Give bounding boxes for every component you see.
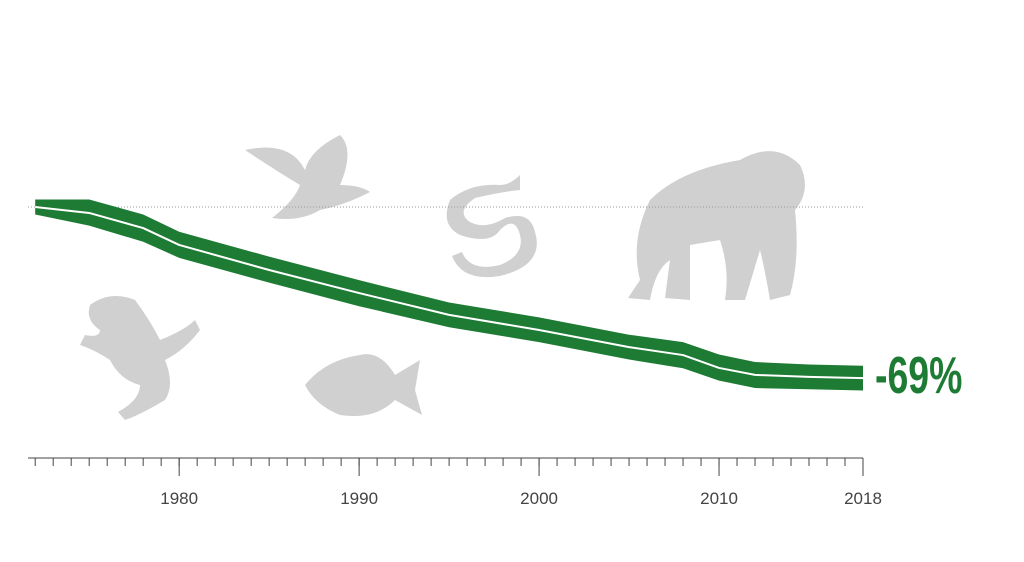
gorilla-icon: [628, 151, 805, 300]
index-line: [35, 206, 864, 380]
fish-icon: [305, 354, 422, 416]
change-annotation: -69%: [875, 346, 962, 405]
frog-icon: [80, 296, 200, 420]
x-tick-label: 2000: [520, 489, 558, 508]
x-tick-label: 1980: [160, 489, 198, 508]
snake-icon: [446, 175, 537, 278]
animal-silhouettes: [80, 135, 805, 420]
x-tick-label: 1990: [340, 489, 378, 508]
x-tick-label: 2010: [700, 489, 738, 508]
confidence-band: [35, 199, 863, 391]
bird-icon: [245, 135, 370, 219]
x-tick-label: 2018: [844, 489, 882, 508]
